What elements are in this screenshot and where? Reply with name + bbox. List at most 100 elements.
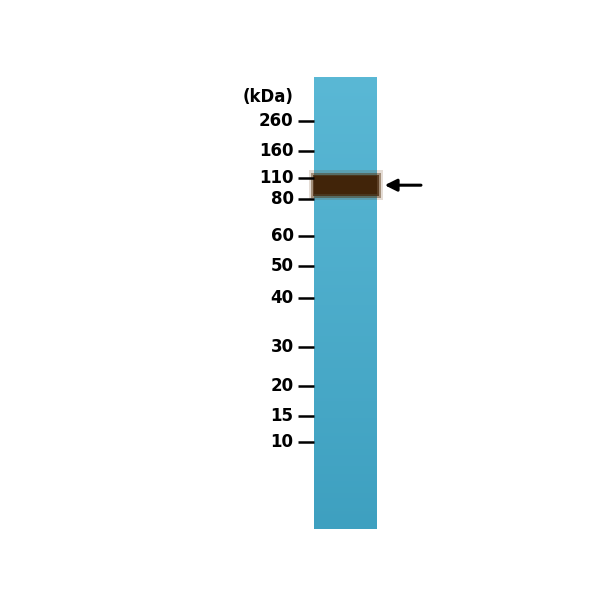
Bar	[314, 116, 377, 118]
Bar	[314, 232, 377, 233]
Bar	[314, 517, 377, 519]
Bar	[314, 499, 377, 501]
Text: (kDa): (kDa)	[242, 88, 293, 106]
Bar	[314, 127, 377, 128]
Bar	[314, 525, 377, 526]
Bar	[314, 345, 377, 347]
Bar	[314, 87, 377, 89]
Bar	[314, 194, 377, 196]
Bar	[314, 118, 377, 119]
Bar	[314, 451, 377, 452]
Text: 30: 30	[271, 338, 293, 356]
Bar	[314, 148, 377, 149]
Bar	[314, 320, 377, 321]
Bar	[314, 205, 377, 206]
Bar	[314, 311, 377, 312]
Bar	[314, 505, 377, 507]
Bar	[314, 377, 377, 379]
Bar	[314, 122, 377, 124]
Bar	[314, 461, 377, 463]
Bar	[314, 154, 377, 155]
Bar	[314, 522, 377, 523]
Bar	[314, 283, 377, 285]
Bar	[314, 136, 377, 137]
Bar	[314, 188, 377, 190]
Text: 15: 15	[271, 407, 293, 425]
Bar	[314, 443, 377, 445]
Bar	[314, 508, 377, 510]
Bar	[314, 457, 377, 458]
Bar	[314, 264, 377, 265]
Bar	[314, 442, 377, 443]
Bar	[314, 391, 377, 392]
Bar	[314, 466, 377, 467]
Bar	[314, 305, 377, 306]
Bar	[314, 133, 377, 134]
Bar	[314, 265, 377, 267]
Bar	[314, 516, 377, 517]
Bar	[314, 488, 377, 490]
Bar	[314, 200, 377, 202]
Bar	[314, 109, 377, 110]
Bar	[314, 455, 377, 457]
Bar	[314, 206, 377, 208]
Bar	[314, 256, 377, 258]
Bar	[314, 523, 377, 525]
Bar	[314, 142, 377, 143]
Bar	[311, 173, 380, 197]
Bar	[314, 520, 377, 522]
Bar	[314, 140, 377, 142]
Bar	[314, 279, 377, 280]
Bar	[314, 355, 377, 356]
Bar	[314, 330, 377, 332]
Bar	[314, 452, 377, 454]
Bar	[314, 146, 377, 148]
Bar	[314, 504, 377, 505]
Bar	[314, 494, 377, 496]
Bar	[314, 77, 377, 78]
Bar	[314, 479, 377, 481]
Bar	[314, 448, 377, 449]
Bar	[314, 367, 377, 368]
Bar	[314, 347, 377, 348]
Bar	[314, 223, 377, 224]
Bar	[314, 303, 377, 305]
Bar	[314, 241, 377, 242]
Bar	[314, 191, 377, 193]
Bar	[314, 280, 377, 282]
Bar	[314, 276, 377, 277]
Bar	[314, 380, 377, 382]
Bar	[314, 277, 377, 279]
Bar	[314, 170, 377, 172]
Bar	[314, 236, 377, 238]
Bar	[314, 416, 377, 418]
Bar	[314, 321, 377, 323]
Text: 60: 60	[271, 227, 293, 245]
Bar	[314, 93, 377, 95]
Bar	[314, 317, 377, 318]
Bar	[314, 323, 377, 324]
Bar	[314, 464, 377, 466]
Bar	[314, 383, 377, 385]
Bar	[314, 214, 377, 215]
Bar	[314, 294, 377, 295]
Bar	[314, 490, 377, 491]
Bar	[314, 96, 377, 98]
Bar	[314, 151, 377, 152]
Bar	[314, 160, 377, 161]
Bar	[314, 185, 377, 187]
Bar	[314, 388, 377, 389]
Bar	[314, 425, 377, 427]
Bar	[314, 514, 377, 516]
Bar	[314, 92, 377, 93]
Bar	[314, 152, 377, 154]
Bar	[314, 274, 377, 276]
Bar	[314, 104, 377, 105]
Bar	[314, 199, 377, 200]
Bar	[314, 115, 377, 116]
Bar	[314, 221, 377, 223]
Bar	[314, 161, 377, 163]
Bar	[314, 373, 377, 374]
Bar	[314, 212, 377, 214]
Bar	[314, 259, 377, 261]
